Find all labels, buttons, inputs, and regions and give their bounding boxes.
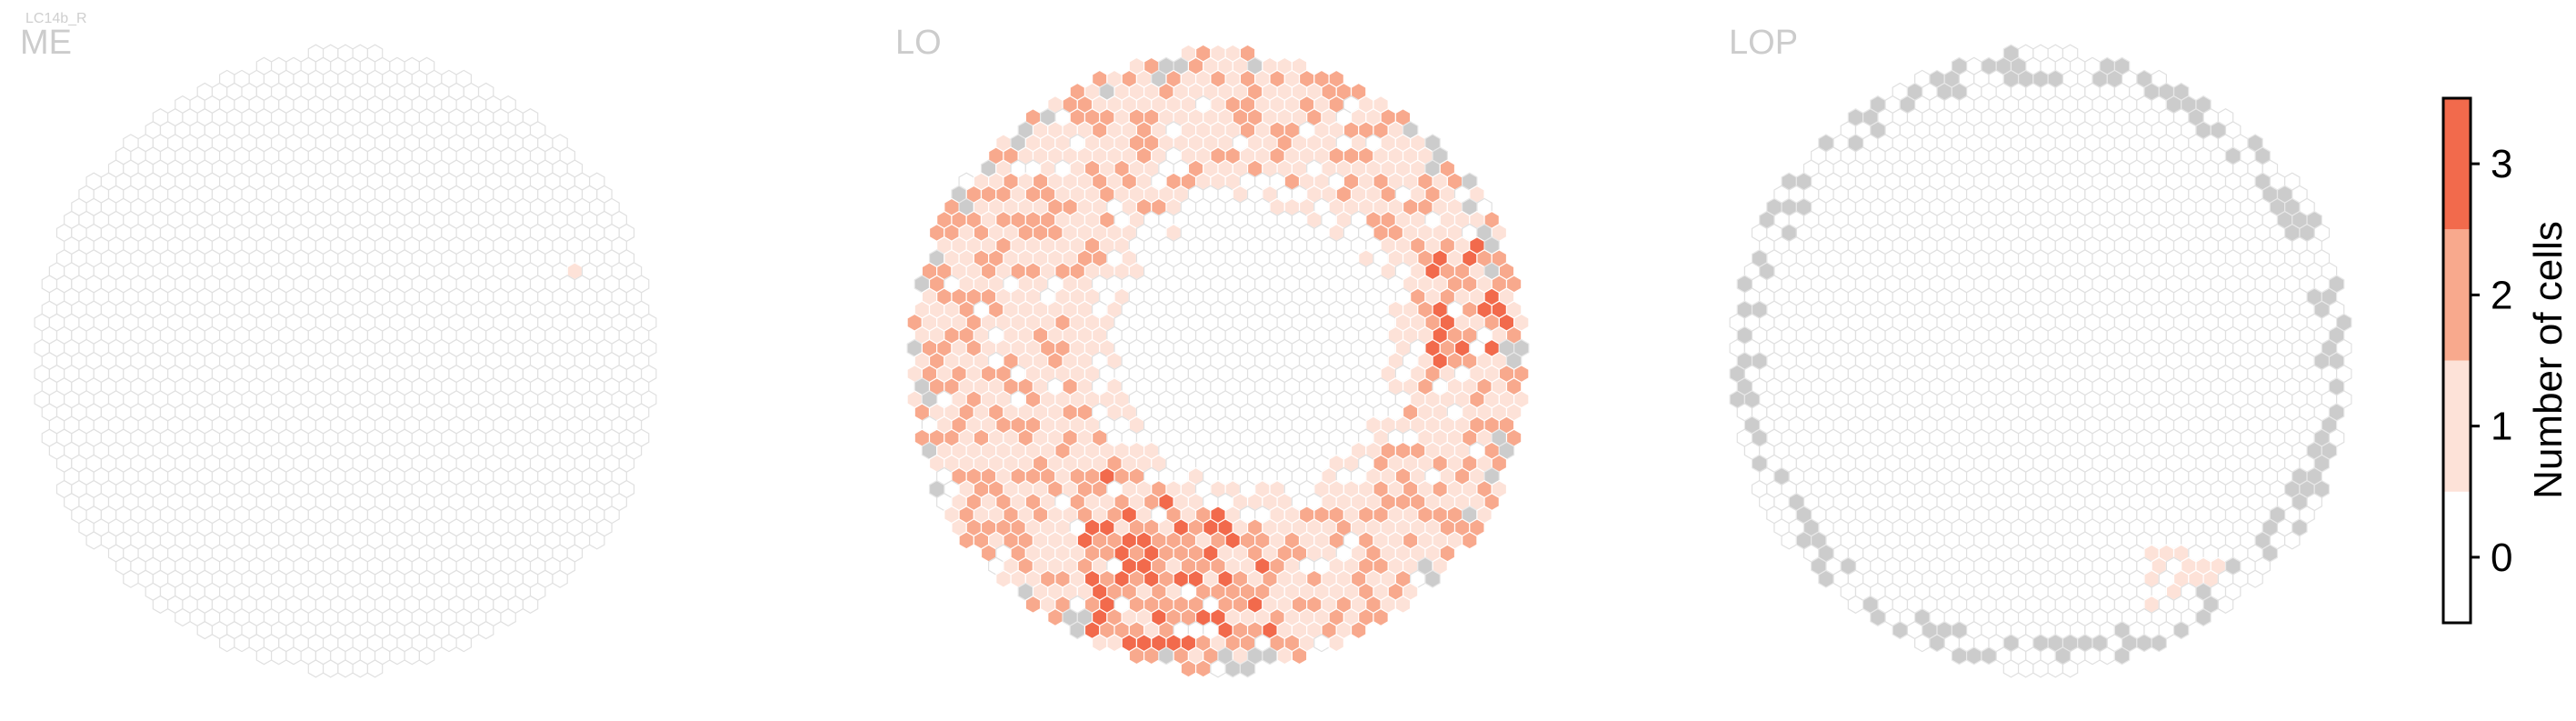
colorbar-tick-label: 3	[2491, 142, 2512, 186]
cell-type-label: LC14b_R	[25, 11, 87, 26]
colorbar-bin-3	[2443, 98, 2471, 230]
colorbar-bin-0	[2443, 491, 2471, 623]
hex-panel-me	[34, 44, 657, 678]
panel-title-lop: LOP	[1729, 24, 1799, 62]
colorbar-bin-2	[2443, 229, 2471, 361]
colorbar-title: Number of cells	[2526, 221, 2571, 499]
panel-title-lo: LO	[895, 24, 942, 62]
colorbar-tick-label: 1	[2491, 405, 2512, 449]
colorbar-tick-label: 2	[2491, 273, 2512, 317]
colorbar-bin-1	[2443, 360, 2471, 492]
colorbar-tick-label: 0	[2491, 536, 2512, 580]
colorbar-ticks: 0 1 2 3	[2471, 142, 2512, 580]
panel-title-me: ME	[20, 24, 72, 62]
colorbar-bins	[2443, 98, 2471, 623]
